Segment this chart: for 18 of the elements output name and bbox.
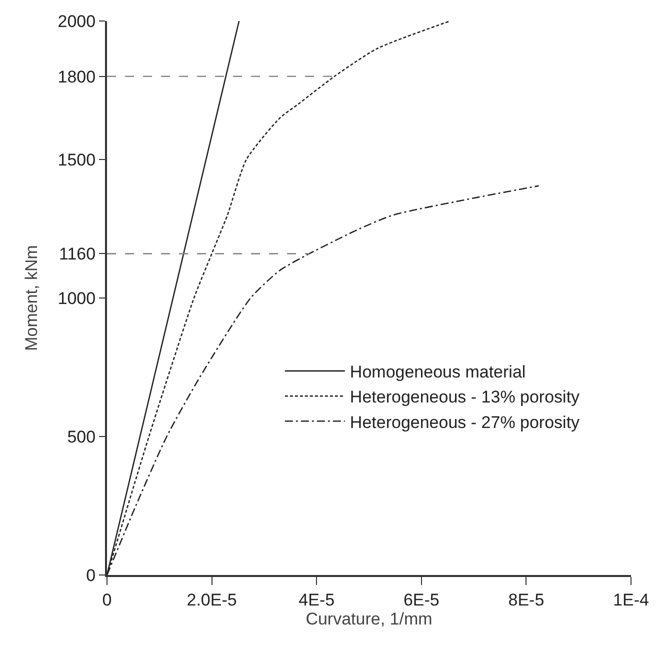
y-axis-title: Moment, kNm <box>22 245 41 351</box>
y-tick-label: 1800 <box>58 67 96 86</box>
y-tick-label: 1160 <box>59 244 96 264</box>
x-tick-label: 4E-5 <box>298 590 335 610</box>
legend-label: Heterogeneous - 27% porosity <box>350 412 580 432</box>
legend-label: Homogeneous material <box>350 362 526 382</box>
y-tick-label: 500 <box>67 427 96 446</box>
x-tick-label: 8E-5 <box>508 590 544 610</box>
y-tick-label: 1000 <box>58 288 96 308</box>
y-tick-label: 1500 <box>58 150 96 170</box>
x-tick-label: 6E-5 <box>403 590 440 610</box>
x-tick-label: 0 <box>102 590 112 610</box>
y-tick-label: 2000 <box>58 12 96 31</box>
x-axis-title: Curvature, 1/mm <box>306 609 432 628</box>
x-tick-label: 2.0E-5 <box>186 590 237 610</box>
x-tick-label: 1E-4 <box>613 590 649 610</box>
y-tick-label: 0 <box>86 566 96 585</box>
legend-label: Heterogeneous - 13% porosity <box>350 388 580 407</box>
